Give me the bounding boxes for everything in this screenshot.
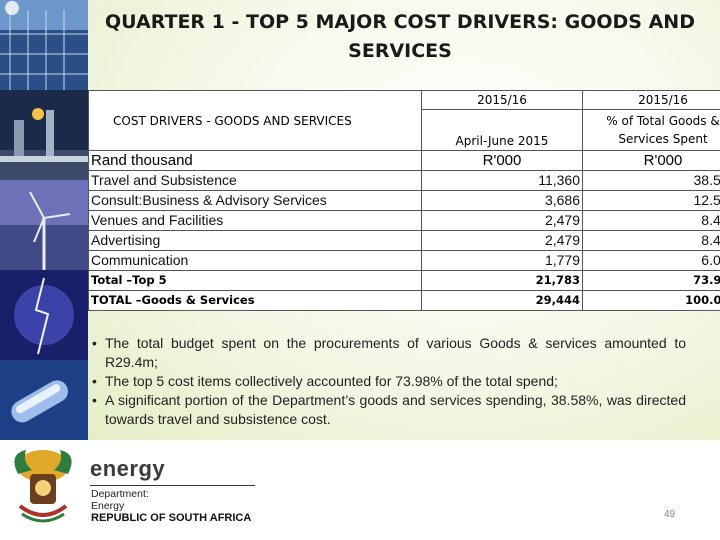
header-sub-2: % of Total Goods & Services Spent: [582, 109, 720, 151]
row-pct: 8.42%: [582, 210, 720, 231]
brand-wordmark: energy: [90, 456, 166, 481]
page-number: 49: [664, 509, 676, 520]
note-text: The top 5 cost items collectively accoun…: [105, 373, 558, 389]
table-row: Venues and Facilities 2,479 8.42%: [88, 210, 720, 231]
light-tube-image: [0, 360, 88, 440]
footer: [0, 440, 720, 540]
note-item: • A significant portion of the Department…: [90, 391, 686, 429]
row-amount: 2,479: [421, 210, 583, 231]
note-item: • The total budget spent on the procureme…: [90, 334, 686, 372]
row-amount: 3,686: [421, 190, 583, 211]
row-amount: 11,360: [421, 170, 583, 191]
row-pct: 12.52%: [582, 190, 720, 211]
row-pct: 8.42%: [582, 230, 720, 251]
department-line: Department:: [91, 488, 149, 500]
coat-of-arms-logo: [14, 450, 72, 523]
total-pct: 100.00%: [582, 290, 720, 311]
row-item: Communication: [88, 250, 422, 271]
slide-title: QUARTER 1 - TOP 5 MAJOR COST DRIVERS: GO…: [105, 11, 695, 62]
bullet-icon: •: [92, 373, 97, 389]
row-item: Advertising: [88, 230, 422, 251]
department-label: Department: Energy: [91, 488, 149, 512]
industrial-plant-image: [0, 90, 88, 180]
note-text: A significant portion of the Department’…: [105, 392, 686, 427]
row-amount: 2,479: [421, 230, 583, 251]
country-label: REPUBLIC OF SOUTH AFRICA: [91, 512, 252, 524]
brand-divider: [90, 485, 255, 486]
total-amount: 29,444: [421, 290, 583, 311]
table-row: Consult:Business & Advisory Services 3,6…: [88, 190, 720, 211]
solar-panel-image: [0, 0, 88, 90]
row-item: Consult:Business & Advisory Services: [88, 190, 422, 211]
bullet-icon: •: [92, 392, 97, 408]
cost-drivers-table: COST DRIVERS - GOODS AND SERVICES 2015/1…: [88, 90, 720, 311]
decorative-photo-strip: [0, 0, 88, 440]
header-period-1: 2015/16: [421, 90, 583, 110]
table-row: Communication 1,779 6.04%: [88, 250, 720, 271]
header-sub-1: April-June 2015: [421, 109, 583, 151]
unit-amount: R'000: [421, 150, 583, 171]
summary-notes: • The total budget spent on the procureme…: [90, 334, 686, 429]
header-cost-drivers: COST DRIVERS - GOODS AND SERVICES: [88, 90, 422, 151]
department-name: Energy: [91, 500, 125, 512]
header-cost-drivers-label: COST DRIVERS - GOODS AND SERVICES: [113, 113, 352, 128]
total-row: Total –Top 5 21,783 73.98%: [88, 270, 720, 291]
header-period-2: 2015/16: [582, 90, 720, 110]
wind-turbine-image: [0, 180, 88, 270]
bullet-icon: •: [92, 335, 97, 351]
lightning-image: [0, 270, 88, 360]
total-label: Total –Top 5: [88, 270, 422, 291]
row-amount: 1,779: [421, 250, 583, 271]
table-row: Advertising 2,479 8.42%: [88, 230, 720, 251]
total-label: TOTAL –Goods & Services: [88, 290, 422, 311]
row-item: Venues and Facilities: [88, 210, 422, 231]
note-item: • The top 5 cost items collectively accou…: [90, 372, 686, 391]
row-pct: 6.04%: [582, 250, 720, 271]
table-row: Travel and Subsistence 11,360 38.58%: [88, 170, 720, 191]
total-pct: 73.98%: [582, 270, 720, 291]
total-row: TOTAL –Goods & Services 29,444 100.00%: [88, 290, 720, 311]
row-item: Travel and Subsistence: [88, 170, 422, 191]
note-text: The total budget spent on the procuremen…: [105, 335, 686, 370]
unit-label: Rand thousand: [88, 150, 422, 171]
total-amount: 21,783: [421, 270, 583, 291]
unit-pct: R'000: [582, 150, 720, 171]
row-pct: 38.58%: [582, 170, 720, 191]
